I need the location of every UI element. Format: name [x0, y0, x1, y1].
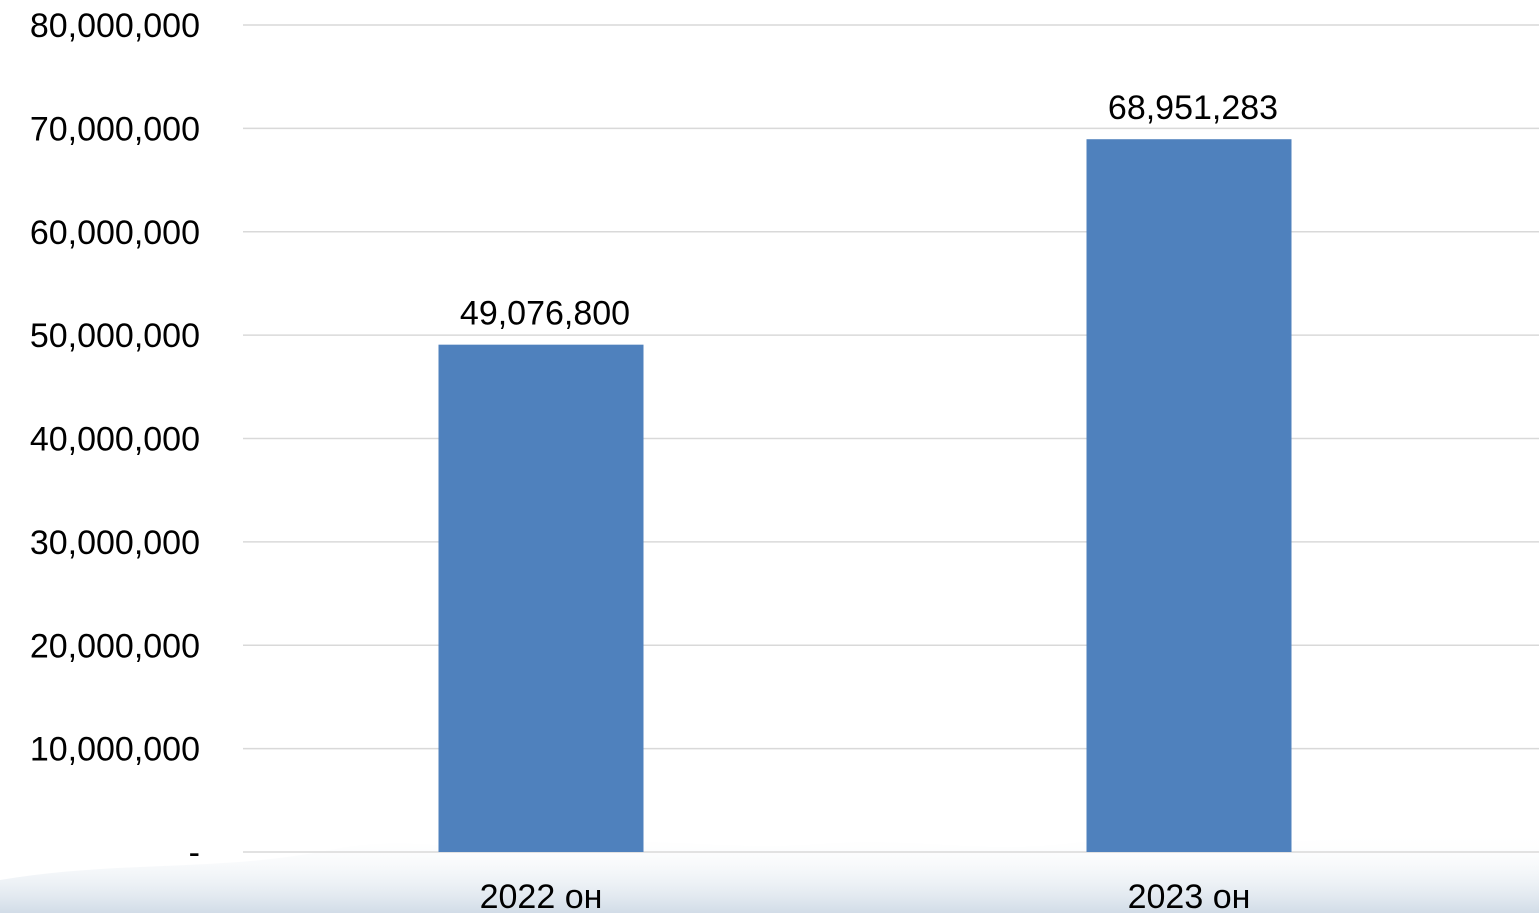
y-tick-label: 70,000,000 — [30, 110, 200, 148]
y-tick-label: 40,000,000 — [30, 421, 200, 459]
x-category-label: 2022 он — [480, 878, 603, 913]
y-tick-label: 20,000,000 — [30, 627, 200, 665]
bar — [438, 344, 644, 852]
y-tick-label: 30,000,000 — [30, 524, 200, 562]
x-category-label: 2023 он — [1128, 878, 1251, 913]
y-axis-tick-labels: - 10,000,000 20,000,000 30,000,000 40,000,00… — [30, 7, 200, 872]
y-tick-label: 10,000,000 — [30, 731, 200, 769]
data-labels: 49,076,800 68,951,283 — [460, 89, 1278, 332]
water-splash-decoration — [0, 832, 1539, 913]
y-tick-label: 50,000,000 — [30, 317, 200, 355]
y-tick-label: 60,000,000 — [30, 214, 200, 252]
y-tick-label: - — [189, 834, 200, 872]
data-label: 49,076,800 — [460, 295, 630, 333]
bar — [1086, 139, 1292, 852]
bars — [438, 139, 1292, 852]
x-axis-category-labels: 2022 он 2023 он — [480, 878, 1251, 913]
y-tick-label: 80,000,000 — [30, 7, 200, 45]
data-label: 68,951,283 — [1108, 89, 1278, 127]
gridlines — [243, 24, 1539, 853]
